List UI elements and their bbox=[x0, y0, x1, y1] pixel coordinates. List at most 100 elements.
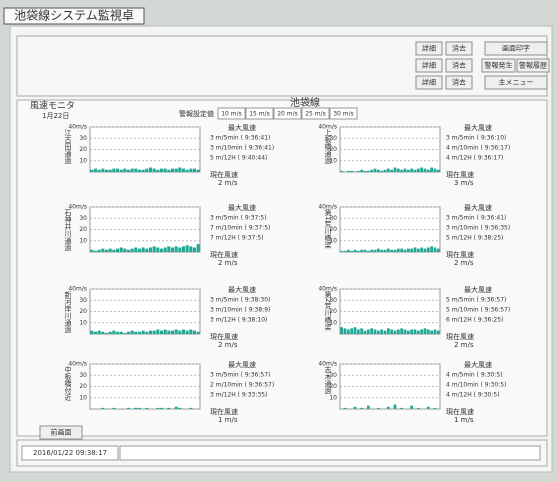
back-button-label[interactable]: 前画面 bbox=[51, 428, 72, 437]
max-value: 3 m/5min ( 9:37:5) bbox=[210, 215, 267, 222]
wind-bar bbox=[357, 330, 360, 335]
y-tick-label: 10 bbox=[329, 319, 337, 326]
current-value: 1 m/s bbox=[454, 416, 474, 424]
wind-bar bbox=[116, 249, 119, 252]
menu-button-label[interactable]: 主メニュー bbox=[499, 78, 534, 87]
y-tick-label: 40m/s bbox=[68, 286, 87, 293]
wind-bar bbox=[138, 170, 141, 172]
wind-bar bbox=[156, 408, 159, 409]
wind-bar bbox=[116, 332, 119, 334]
wind-bar bbox=[390, 330, 393, 335]
wind-bar bbox=[400, 328, 403, 334]
wind-bar bbox=[167, 408, 170, 409]
clear-button-label[interactable]: 消去 bbox=[452, 78, 466, 87]
wind-bar bbox=[400, 249, 403, 252]
history-button-label[interactable]: 警報履歴 bbox=[519, 61, 547, 70]
wind-bar bbox=[94, 332, 97, 334]
wind-bar bbox=[417, 331, 420, 334]
y-tick-label: 10 bbox=[79, 237, 87, 244]
wind-bar bbox=[98, 331, 101, 334]
current-value: 2 m/s bbox=[218, 179, 238, 187]
wind-bar bbox=[410, 249, 413, 252]
wind-bar bbox=[374, 330, 377, 335]
wind-bar bbox=[417, 169, 420, 172]
y-tick-label: 40m/s bbox=[68, 204, 87, 211]
current-value: 2 m/s bbox=[218, 341, 238, 349]
print-button-label[interactable]: 画面印字 bbox=[502, 44, 530, 53]
max-value: 4 m/10min ( 9:36:17) bbox=[446, 145, 510, 152]
y-tick-label: 10 bbox=[329, 237, 337, 244]
wind-bar bbox=[127, 250, 130, 252]
wind-bar bbox=[417, 408, 420, 409]
station-name: 石神井川通過 bbox=[64, 209, 72, 252]
wind-bar bbox=[397, 330, 400, 335]
wind-bar bbox=[354, 250, 357, 252]
wind-bar bbox=[112, 408, 115, 409]
y-tick-label: 20 bbox=[329, 226, 337, 233]
wind-bar bbox=[167, 170, 170, 172]
wind-bar bbox=[131, 169, 134, 172]
wind-bar bbox=[387, 249, 390, 252]
detail-button-label[interactable]: 詳細 bbox=[422, 61, 436, 70]
y-tick-label: 10 bbox=[79, 319, 87, 326]
wind-bar bbox=[360, 170, 363, 172]
wind-bar bbox=[101, 249, 104, 252]
wind-bar bbox=[127, 408, 130, 409]
y-tick-label: 30 bbox=[79, 135, 87, 142]
wind-bar bbox=[193, 169, 196, 172]
wind-bar bbox=[101, 332, 104, 334]
wind-bar bbox=[101, 169, 104, 172]
wind-bar bbox=[370, 328, 373, 334]
station-name: 江古田通過 bbox=[64, 129, 72, 165]
clear-button-label[interactable]: 消去 bbox=[452, 44, 466, 53]
wind-bar bbox=[123, 333, 126, 334]
max-label: 最大風速 bbox=[228, 360, 256, 369]
wind-bar bbox=[417, 249, 420, 252]
wind-bar bbox=[105, 333, 108, 334]
wind-bar bbox=[344, 328, 347, 334]
threshold-value: 15 m/s bbox=[249, 111, 270, 118]
wind-bar bbox=[160, 249, 163, 252]
wind-bar bbox=[347, 171, 350, 172]
wind-bar bbox=[167, 246, 170, 252]
y-tick-label: 40m/s bbox=[318, 286, 337, 293]
monitor-title: 風速モニタ bbox=[30, 101, 75, 112]
wind-bar bbox=[410, 330, 413, 335]
wind-bar bbox=[189, 330, 192, 335]
max-value: 5 m/10min ( 9:36:57) bbox=[446, 307, 510, 314]
max-value: 5 m/5min ( 9:36:57) bbox=[446, 297, 506, 304]
detail-button-label[interactable]: 詳細 bbox=[422, 78, 436, 87]
current-value: 2 m/s bbox=[454, 341, 474, 349]
wind-bar bbox=[394, 405, 397, 410]
wind-bar bbox=[164, 330, 167, 335]
wind-bar bbox=[394, 250, 397, 252]
wind-bar bbox=[94, 169, 97, 172]
current-label: 現在風速 bbox=[446, 407, 474, 416]
wind-bar bbox=[427, 248, 430, 253]
clear-button-label[interactable]: 消去 bbox=[452, 61, 466, 70]
max-value: 2 m/10min ( 9:36:57) bbox=[210, 382, 274, 389]
wind-bar bbox=[186, 170, 189, 172]
wind-bar bbox=[90, 170, 93, 172]
wind-bar bbox=[427, 407, 430, 409]
wind-bar bbox=[407, 170, 410, 172]
wind-bar bbox=[380, 330, 383, 335]
y-tick-label: 20 bbox=[79, 226, 87, 233]
wind-bar bbox=[134, 169, 137, 172]
y-tick-label: 40m/s bbox=[318, 124, 337, 131]
y-tick-label: 30 bbox=[329, 297, 337, 304]
detail-button-label[interactable]: 詳細 bbox=[422, 44, 436, 53]
wind-bar bbox=[414, 248, 417, 253]
wind-bar bbox=[98, 170, 101, 172]
max-label: 最大風速 bbox=[228, 123, 256, 132]
wind-bar bbox=[387, 328, 390, 334]
alarm-button-label[interactable]: 警報発生 bbox=[485, 61, 513, 70]
wind-bar bbox=[109, 332, 112, 334]
wind-bar bbox=[182, 169, 185, 172]
max-label: 最大風速 bbox=[228, 285, 256, 294]
wind-bar bbox=[387, 169, 390, 172]
wind-bar bbox=[437, 249, 440, 252]
max-value: 3 m/5min ( 9:36:41) bbox=[446, 215, 506, 222]
wind-bar bbox=[410, 406, 413, 409]
wind-bar bbox=[105, 170, 108, 172]
